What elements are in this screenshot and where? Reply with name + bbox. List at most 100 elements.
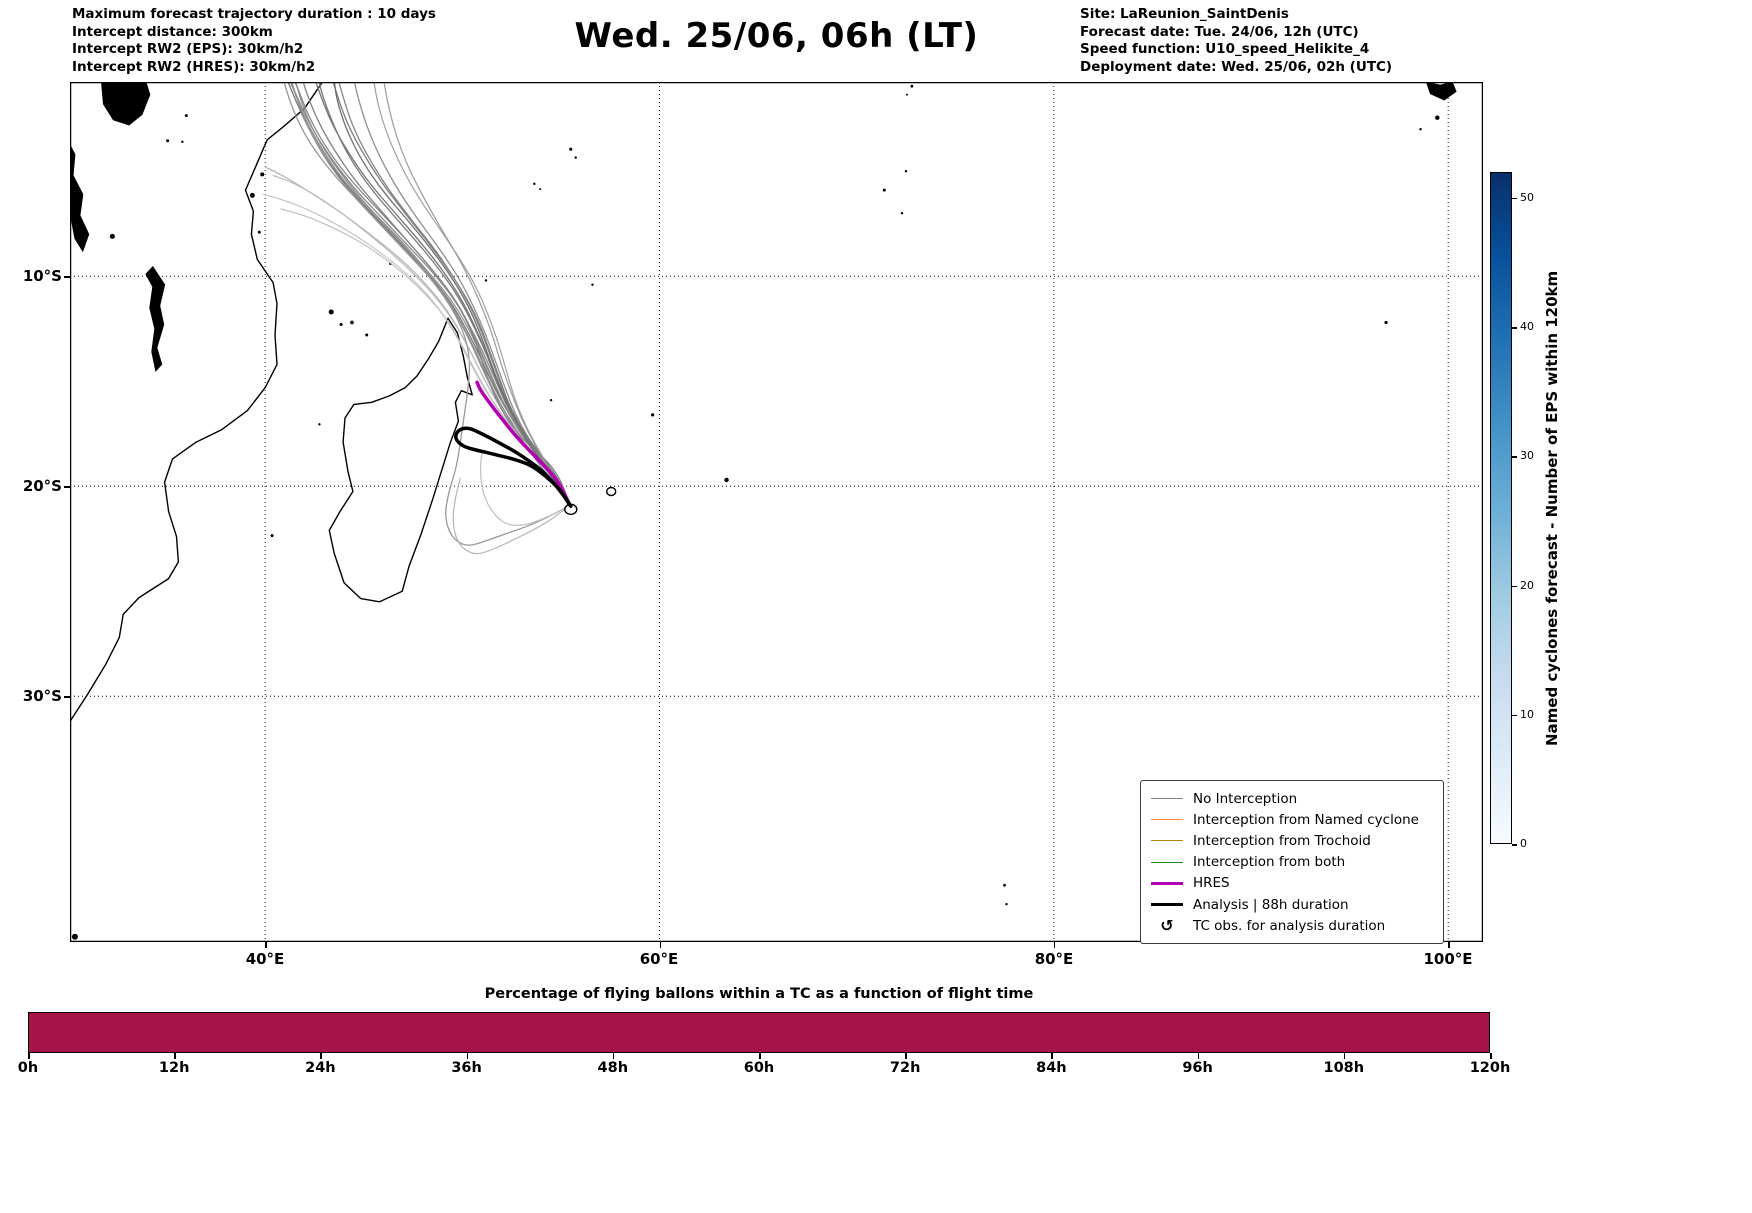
moheli-island (339, 323, 343, 327)
x-tick-mark (1053, 942, 1056, 948)
legend-line (1151, 903, 1183, 907)
bottom-tick-label: 48h (597, 1060, 629, 1076)
legend-line (1151, 819, 1183, 821)
tc-obs-rotation-icon: ↺ (1151, 917, 1183, 934)
colorbar-tick-mark (1512, 197, 1517, 200)
x-tick-mark (659, 942, 661, 948)
legend-label: Analysis | 88h duration (1193, 896, 1349, 913)
trajectory-no-interception (289, 82, 571, 506)
legend-line (1151, 840, 1183, 842)
bottom-tick-mark (905, 1053, 907, 1059)
bottom-tick-mark (1490, 1053, 1492, 1059)
amsterdam-island (1005, 902, 1008, 906)
trajectory-no-interception (480, 450, 571, 526)
chagos-3-island (900, 212, 904, 215)
x-tick-label: 40°E (245, 950, 285, 968)
legend-line-sample (1151, 819, 1183, 821)
x-tick-label: 100°E (1423, 950, 1473, 968)
zanzibar-island (249, 192, 255, 198)
trajectory-analysis (454, 426, 573, 508)
bottom-tick-mark (1051, 1053, 1053, 1059)
map-frame (70, 82, 1483, 942)
bottom-tick-label: 36h (451, 1060, 482, 1076)
chagos-2-island (904, 170, 908, 173)
lake-malawi (145, 265, 166, 372)
maldives-2-island (905, 93, 908, 96)
legend-line-sample (1151, 840, 1183, 842)
mauritius-island (606, 486, 617, 497)
sumatra-isle-2-island (1419, 128, 1422, 131)
x-tick-label: 80°E (1034, 950, 1074, 968)
lake-natron-island (184, 114, 188, 118)
legend-item: Interception from Named cyclone (1151, 809, 1433, 830)
legend-line-sample (1151, 861, 1183, 863)
chagos-1-island (882, 188, 886, 192)
trajectory-no-interception (452, 477, 571, 555)
param-line: Intercept RW2 (HRES): 30km/h2 (72, 58, 316, 75)
bottom-tick-label: 60h (743, 1060, 775, 1076)
bottom-tick-label: 24h (305, 1060, 336, 1076)
legend: No Interception Interception from Named c… (1140, 780, 1444, 945)
legend-item: Interception from Trochoid (1151, 830, 1433, 851)
trajectory-no-interception (383, 82, 571, 506)
sumatra-isle-1-island (1435, 115, 1440, 120)
cocos-island (1384, 320, 1388, 325)
bottom-tick-mark (1197, 1053, 1200, 1059)
legend-line (1151, 798, 1183, 800)
colorbar-tick-mark (1512, 585, 1517, 588)
legend-item: Interception from both (1151, 852, 1433, 873)
africa-east-coast-coastline (70, 82, 323, 722)
colorbar-tick-label: 10 (1520, 707, 1534, 721)
trajectory-no-interception (294, 82, 571, 506)
lake-eyasi-island (166, 139, 170, 143)
site-line: Forecast date: Tue. 24/06, 12h (UTC) (1080, 23, 1359, 40)
legend-label: TC obs. for analysis duration (1193, 917, 1386, 934)
bottom-tick-mark (1343, 1053, 1346, 1059)
maldives-1-island (910, 84, 914, 88)
legend-line (1151, 861, 1183, 863)
bottom-chart-title: Percentage of flying ballons within a TC… (484, 986, 1034, 1002)
bottom-tick-label: 120h (1469, 1060, 1511, 1076)
lake-manyara-island (181, 140, 184, 144)
y-tick-mark (64, 276, 70, 278)
bottom-tick-label: 108h (1323, 1060, 1365, 1076)
trajectory-no-interception (291, 82, 571, 546)
rodrigues-island (724, 477, 729, 483)
y-tick-mark (64, 696, 70, 698)
trajectory-no-interception (333, 82, 571, 506)
legend-item: No Interception (1151, 788, 1433, 809)
tc-percentage-bar (28, 1012, 1490, 1053)
bottom-tick-mark (320, 1053, 322, 1059)
colorbar-tick-mark (1512, 844, 1517, 846)
bottom-tick-mark (174, 1053, 176, 1059)
legend-item: ↺ TC obs. for analysis duration (1151, 915, 1433, 936)
trajectory-no-interception (318, 82, 571, 506)
legend-item: Analysis | 88h duration (1151, 894, 1433, 915)
lake-victoria (100, 82, 151, 126)
trajectory-no-interception (338, 82, 571, 506)
x-tick-label: 60°E (639, 950, 679, 968)
st-paul-island (1003, 883, 1006, 887)
grande-comore-island (328, 309, 334, 315)
bottom-tick-mark (466, 1053, 469, 1059)
y-tick-label: 20°S (22, 477, 62, 495)
lake-tanganyika (70, 144, 90, 253)
colorbar-tick-label: 50 (1520, 190, 1534, 204)
x-tick-mark (1448, 942, 1450, 948)
colorbar-tick-mark (1512, 456, 1517, 458)
site-line: Site: LaReunion_SaintDenis (1080, 6, 1289, 22)
trajectory-no-interception (373, 82, 571, 506)
anjouan-island (350, 320, 354, 325)
juan-de-nova-island (318, 423, 321, 426)
agalega-island (591, 283, 594, 286)
europa-island (270, 534, 274, 538)
mafia-island (257, 230, 261, 234)
praslin-island (574, 156, 577, 159)
x-tick-mark (265, 942, 267, 948)
site-line: Deployment date: Wed. 25/06, 02h (UTC) (1080, 58, 1393, 75)
legend-label: Interception from Named cyclone (1193, 811, 1419, 828)
bottom-tick-label: 12h (158, 1060, 190, 1076)
y-tick-mark (64, 486, 70, 488)
colorbar-tick-label: 0 (1520, 837, 1527, 850)
param-line: Intercept RW2 (EPS): 30km/h2 (72, 41, 304, 57)
